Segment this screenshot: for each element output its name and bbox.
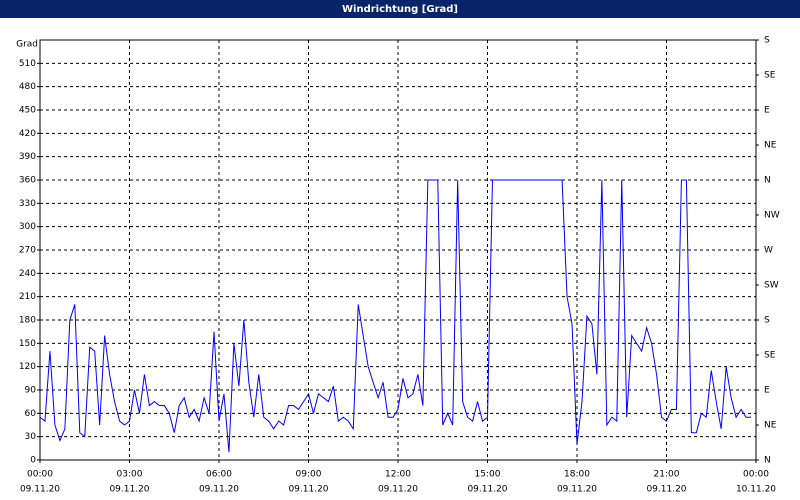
chart-title: Windrichtung [Grad] [342, 4, 458, 15]
x-tick-label: 00:00 [27, 470, 53, 480]
y2-tick-label: NE [764, 141, 777, 151]
y-tick-label: 180 [19, 316, 36, 326]
y-tick-label: 210 [19, 292, 36, 302]
data-line [39, 179, 752, 453]
x-tick-date: 09.11.20 [20, 485, 60, 495]
y2-tick-label: SE [764, 351, 776, 361]
x-tick-label: 15:00 [475, 470, 501, 480]
x-tick-label: 03:00 [117, 470, 143, 480]
y-tick-label: 0 [30, 456, 36, 466]
y2-tick-label: S [764, 36, 770, 46]
y2-tick-label: N [764, 456, 771, 466]
x-tick-label: 21:00 [654, 470, 680, 480]
x-tick-label: 06:00 [206, 470, 232, 480]
y2-tick-label: W [764, 246, 773, 256]
y-tick-label: 60 [25, 409, 37, 419]
y-axis-label: Grad [16, 40, 38, 50]
x-tick-date: 09.11.20 [199, 485, 239, 495]
x-tick-date: 09.11.20 [557, 485, 597, 495]
y-tick-label: 240 [19, 269, 36, 279]
y2-tick-label: NW [764, 211, 780, 221]
x-tick-label: 09:00 [296, 470, 322, 480]
x-tick-date: 09.11.20 [646, 485, 686, 495]
x-tick-date: 09.11.20 [467, 485, 507, 495]
title-bar [0, 0, 800, 18]
y2-tick-label: SE [764, 71, 776, 81]
x-tick-label: 00:00 [743, 470, 769, 480]
x-tick-date: 10.11.20 [736, 485, 776, 495]
x-tick-date: 09.11.20 [288, 485, 328, 495]
y-tick-label: 330 [19, 199, 36, 209]
x-tick-date: 09.11.20 [109, 485, 149, 495]
y-tick-label: 150 [19, 339, 36, 349]
y-tick-label: 90 [25, 386, 37, 396]
y-tick-label: 30 [25, 432, 37, 442]
y2-tick-label: SW [764, 281, 779, 291]
x-tick-date: 09.11.20 [378, 485, 418, 495]
y2-tick-label: N [764, 176, 771, 186]
y-tick-label: 120 [19, 362, 36, 372]
y-tick-label: 390 [19, 152, 36, 162]
x-tick-label: 12:00 [385, 470, 411, 480]
y-tick-label: 510 [19, 59, 36, 69]
y2-tick-label: NE [764, 421, 777, 431]
x-tick-label: 18:00 [564, 470, 590, 480]
y-tick-label: 360 [19, 176, 36, 186]
y2-tick-label: E [764, 386, 770, 396]
y2-tick-label: S [764, 316, 770, 326]
y-tick-label: 300 [19, 222, 36, 232]
y-tick-label: 450 [19, 106, 36, 116]
y2-tick-label: E [764, 106, 770, 116]
y-tick-label: 480 [19, 82, 36, 92]
y-tick-label: 270 [19, 246, 36, 256]
y-tick-label: 420 [19, 129, 36, 139]
